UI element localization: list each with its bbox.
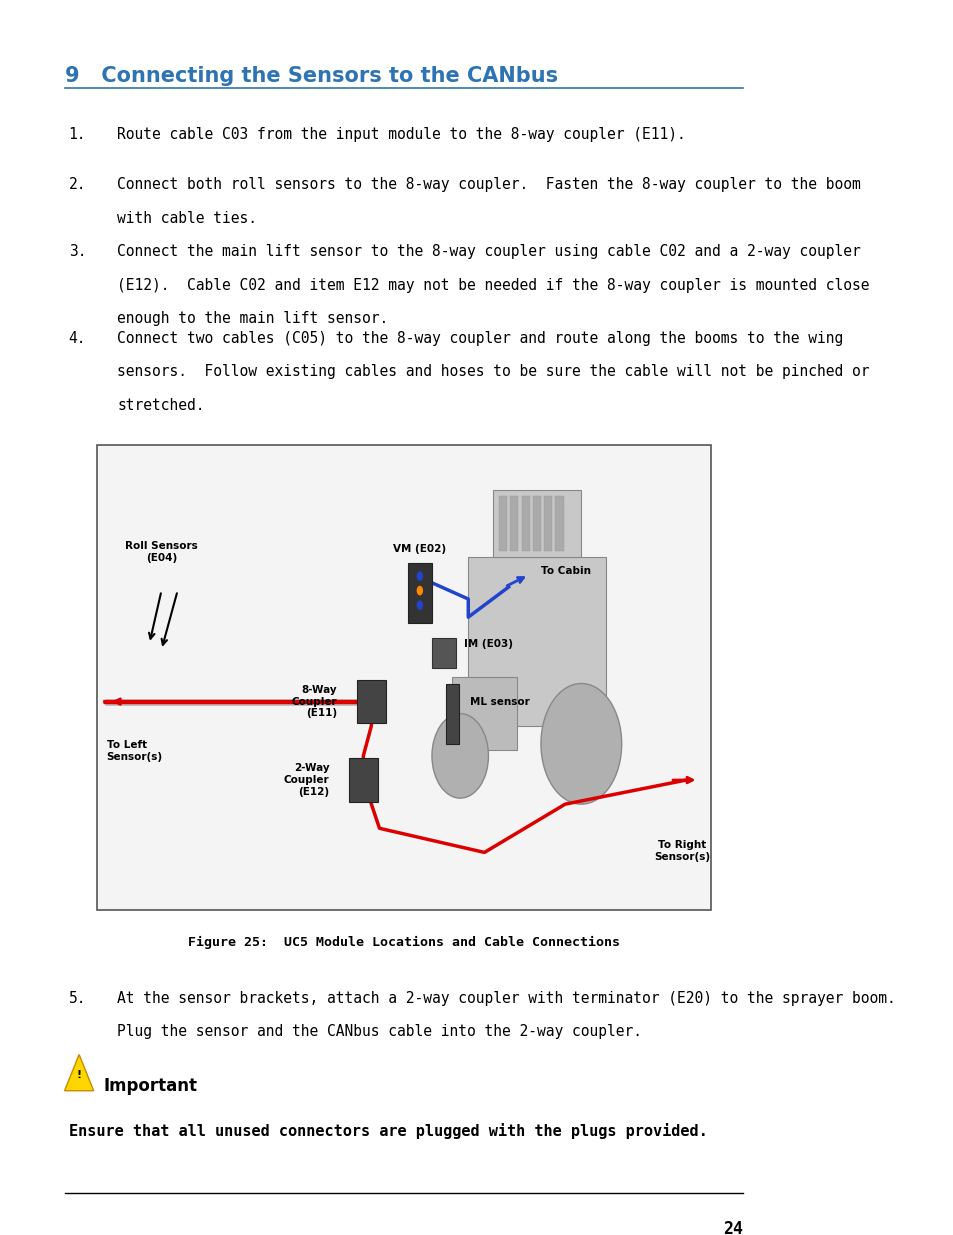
- Text: To Right
Sensor(s): To Right Sensor(s): [654, 840, 710, 862]
- Text: with cable ties.: with cable ties.: [117, 211, 256, 226]
- Text: IM (E03): IM (E03): [464, 638, 513, 648]
- Bar: [356, 680, 386, 724]
- Text: Important: Important: [103, 1077, 197, 1095]
- Text: Roll Sensors
(E04): Roll Sensors (E04): [125, 541, 197, 563]
- Bar: [97, 445, 710, 910]
- Text: enough to the main lift sensor.: enough to the main lift sensor.: [117, 311, 388, 326]
- Bar: [432, 637, 456, 668]
- Text: Connect two cables (C05) to the 8-way coupler and route along the booms to the w: Connect two cables (C05) to the 8-way co…: [117, 331, 842, 346]
- Text: 5.: 5.: [69, 990, 86, 1005]
- Polygon shape: [65, 1055, 93, 1091]
- Text: stretched.: stretched.: [117, 398, 204, 414]
- Text: 8-Way
Coupler
(E11): 8-Way Coupler (E11): [292, 685, 337, 719]
- Text: To Left
Sensor(s): To Left Sensor(s): [107, 740, 163, 762]
- Bar: [492, 490, 580, 557]
- Text: 9   Connecting the Sensors to the CANbus: 9 Connecting the Sensors to the CANbus: [65, 67, 558, 86]
- Text: Plug the sensor and the CANbus cable into the 2-way coupler.: Plug the sensor and the CANbus cable int…: [117, 1024, 641, 1040]
- Bar: [445, 683, 458, 743]
- Bar: [452, 678, 517, 750]
- Text: 2.: 2.: [69, 178, 86, 193]
- Text: 4.: 4.: [69, 331, 86, 346]
- Text: (E12).  Cable C02 and item E12 may not be needed if the 8-way coupler is mounted: (E12). Cable C02 and item E12 may not be…: [117, 278, 869, 293]
- Bar: [498, 496, 506, 551]
- Text: !: !: [76, 1070, 82, 1081]
- Text: Ensure that all unused connectors are plugged with the plugs provided.: Ensure that all unused connectors are pl…: [69, 1124, 706, 1140]
- Bar: [349, 758, 377, 802]
- Circle shape: [540, 683, 621, 804]
- Text: VM (E02): VM (E02): [393, 545, 446, 555]
- Circle shape: [416, 572, 422, 580]
- Bar: [407, 563, 432, 624]
- Bar: [543, 496, 552, 551]
- Circle shape: [432, 714, 488, 798]
- Text: 1.: 1.: [69, 127, 86, 142]
- Circle shape: [416, 600, 422, 610]
- Text: sensors.  Follow existing cables and hoses to be sure the cable will not be pinc: sensors. Follow existing cables and hose…: [117, 364, 869, 379]
- Bar: [533, 496, 540, 551]
- Text: Figure 25:  UC5 Module Locations and Cable Connections: Figure 25: UC5 Module Locations and Cabl…: [188, 936, 619, 950]
- Text: To Cabin: To Cabin: [540, 567, 590, 577]
- Circle shape: [416, 585, 422, 595]
- Bar: [521, 496, 529, 551]
- Bar: [468, 557, 605, 726]
- Text: 24: 24: [722, 1220, 742, 1235]
- Bar: [555, 496, 563, 551]
- Bar: [510, 496, 517, 551]
- Text: ML sensor: ML sensor: [470, 697, 529, 706]
- Text: 2-Way
Coupler
(E12): 2-Way Coupler (E12): [283, 763, 329, 797]
- Text: At the sensor brackets, attach a 2-way coupler with terminator (E20) to the spra: At the sensor brackets, attach a 2-way c…: [117, 990, 895, 1005]
- Text: Route cable C03 from the input module to the 8-way coupler (E11).: Route cable C03 from the input module to…: [117, 127, 685, 142]
- Text: 3.: 3.: [69, 243, 86, 258]
- Text: Connect both roll sensors to the 8-way coupler.  Fasten the 8-way coupler to the: Connect both roll sensors to the 8-way c…: [117, 178, 860, 193]
- Text: Connect the main lift sensor to the 8-way coupler using cable C02 and a 2-way co: Connect the main lift sensor to the 8-wa…: [117, 243, 860, 258]
